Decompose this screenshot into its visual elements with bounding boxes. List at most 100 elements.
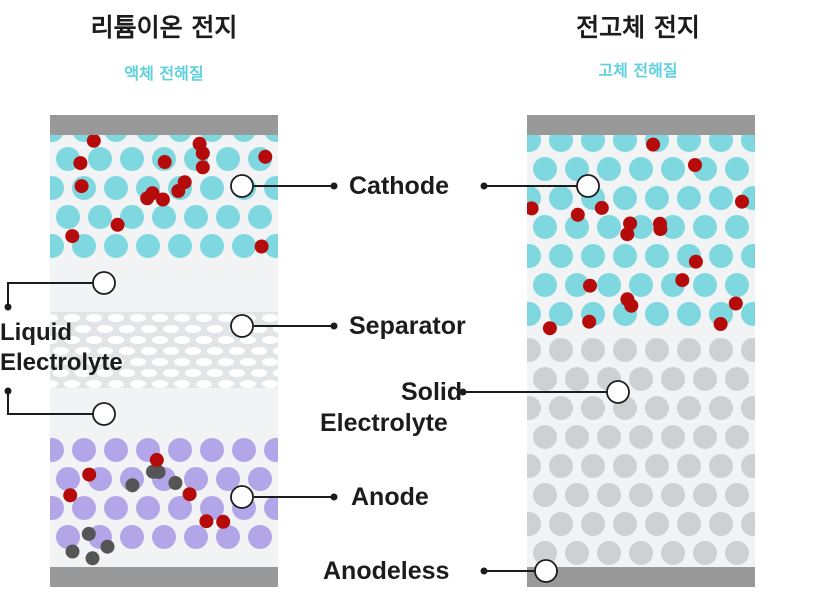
lithium-ion	[623, 216, 638, 231]
cathode-particle	[757, 157, 781, 181]
separator-pore	[185, 369, 201, 377]
solid-electrolyte-particle	[741, 338, 755, 362]
separator-pore	[108, 358, 124, 366]
cathode-particle	[741, 302, 755, 326]
liquid-electrolyte-marker-top	[92, 271, 116, 295]
cathode-particle	[104, 176, 128, 200]
cathode-particle	[645, 244, 669, 268]
solid-electrolyte-particle	[693, 541, 717, 565]
lithium-ion	[688, 254, 703, 269]
separator-pore	[262, 314, 278, 322]
liquid-electrolyte-dot-top	[4, 303, 12, 311]
liquid-electrolyte-label-line1: Liquid	[0, 319, 72, 346]
cathode-particle	[216, 147, 240, 171]
anode-dark-particle	[65, 544, 80, 559]
cathode-dot-left	[330, 182, 338, 190]
lithium-ion	[86, 133, 101, 148]
solid-electrolyte-dot	[459, 388, 467, 396]
separator-pore	[185, 347, 201, 355]
cathode-particle	[527, 302, 541, 326]
lithium-ion	[171, 184, 186, 198]
separator-pore	[207, 325, 223, 333]
separator-pore	[50, 314, 58, 322]
anode-dark-particle	[81, 526, 96, 541]
separator-pore	[196, 358, 212, 366]
solid-electrolyte-particle	[597, 425, 621, 449]
solid-electrolyte-particle	[661, 483, 685, 507]
anode-particle	[168, 496, 192, 520]
anode-particle	[56, 467, 80, 491]
solid-electrolyte-particle	[613, 512, 637, 536]
solid-electrolyte-particle	[581, 396, 605, 420]
solid-electrolyte-particle	[677, 454, 701, 478]
anode-particle	[72, 438, 96, 462]
solid-electrolyte-particle	[629, 425, 653, 449]
solid-electrolyte-particle	[741, 512, 755, 536]
separator-pore	[130, 314, 146, 322]
solid-electrolyte-particle	[757, 483, 781, 507]
cathode-particle	[527, 244, 541, 268]
solid-electrolyte-particle	[533, 483, 557, 507]
separator-pore	[229, 347, 245, 355]
separator-pore	[163, 325, 179, 333]
anode-particle	[56, 525, 80, 549]
cathode-particle	[120, 205, 144, 229]
separator-pore	[163, 369, 179, 377]
solid-electrolyte-particle	[709, 454, 733, 478]
lithium-ion	[646, 137, 661, 152]
solid-electrolyte-particle	[693, 425, 717, 449]
separator-label: Separator	[349, 312, 466, 340]
cathode-particle	[725, 215, 749, 239]
separator-pore	[53, 347, 69, 355]
cathode-particle	[549, 186, 573, 210]
solid-electrolyte-particle	[661, 425, 685, 449]
solid-electrolyte-particle	[527, 454, 541, 478]
solid-electrolyte-particle	[757, 367, 781, 391]
cathode-particle	[709, 186, 733, 210]
cathode-particle	[56, 205, 80, 229]
anode-particle	[200, 496, 224, 520]
lithium-ion	[653, 222, 668, 237]
solid-electrolyte-particle	[565, 541, 589, 565]
lithium-ion	[527, 201, 539, 216]
separator-pore	[130, 336, 146, 344]
right-top-collector	[527, 115, 755, 135]
cathode-particle	[597, 157, 621, 181]
cathode-particle	[725, 157, 749, 181]
lithium-ion	[728, 296, 743, 311]
solid-electrolyte-particle	[741, 396, 755, 420]
lithium-ion	[735, 194, 749, 209]
anode-particle	[136, 496, 160, 520]
separator-pore	[273, 347, 278, 355]
solid-electrolyte-marker	[606, 380, 630, 404]
anode-particle	[216, 525, 240, 549]
cathode-particle	[613, 186, 637, 210]
separator-pore	[174, 336, 190, 344]
cathode-particle	[677, 302, 701, 326]
cathode-particle	[136, 234, 160, 258]
lithium-ion	[149, 452, 164, 467]
solid-electrolyte-particle	[677, 338, 701, 362]
solid-electrolyte-particle	[725, 483, 749, 507]
separator-dot	[330, 322, 338, 330]
separator-pore	[262, 380, 278, 388]
anode-particle	[104, 438, 128, 462]
solid-electrolyte-particle	[693, 367, 717, 391]
separator-pore	[218, 358, 234, 366]
cathode-particle	[565, 273, 589, 297]
lithium-ion	[63, 488, 78, 503]
cathode-particle	[725, 273, 749, 297]
cathode-particle	[693, 215, 717, 239]
solid-electrolyte-particle	[613, 454, 637, 478]
solid-electrolyte-particle	[565, 367, 589, 391]
solid-electrolyte-particle	[677, 396, 701, 420]
anode-particle	[104, 496, 128, 520]
solid-electrolyte-particle	[533, 425, 557, 449]
separator-pore	[240, 358, 256, 366]
separator-pore	[152, 358, 168, 366]
cathode-particle	[677, 186, 701, 210]
separator-pore	[119, 325, 135, 333]
cathode-particle	[549, 302, 573, 326]
solid-electrolyte-particle	[549, 512, 573, 536]
